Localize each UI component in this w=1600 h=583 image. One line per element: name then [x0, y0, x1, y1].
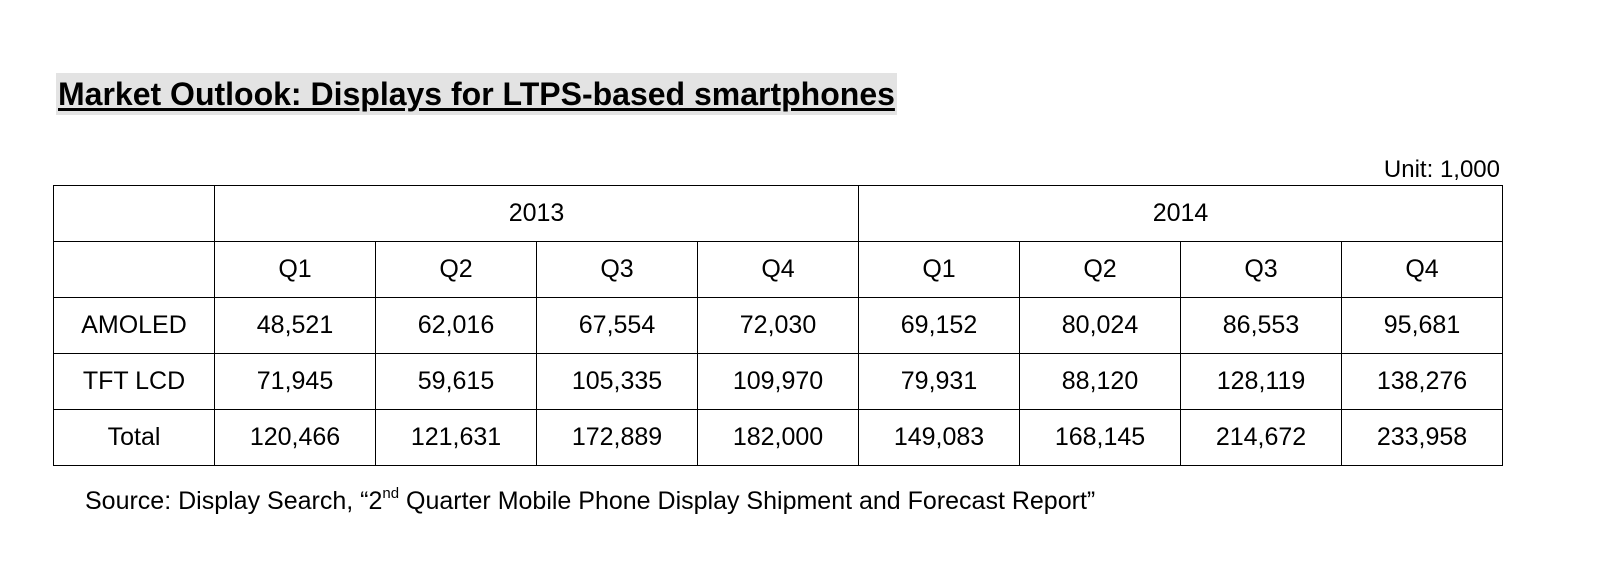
quarter-header: Q2 — [375, 241, 537, 298]
source-prefix: Source: Display Search, “2 — [85, 487, 383, 515]
table-cell: 71,945 — [214, 353, 376, 410]
table-cell: 48,521 — [214, 297, 376, 354]
year-header-2013: 2013 — [214, 185, 859, 242]
unit-label: Unit: 1,000 — [1383, 156, 1500, 183]
quarter-header: Q1 — [858, 241, 1020, 298]
table-cell: 121,631 — [375, 409, 537, 466]
table-cell: 67,554 — [536, 297, 698, 354]
table-cell: 233,958 — [1341, 409, 1503, 466]
quarter-header: Q3 — [1180, 241, 1342, 298]
table-cell: 120,466 — [214, 409, 376, 466]
source-superscript: nd — [382, 485, 400, 502]
table-cell: 86,553 — [1180, 297, 1342, 354]
quarter-header: Q1 — [214, 241, 376, 298]
table-cell: 72,030 — [697, 297, 859, 354]
table-cell: 138,276 — [1341, 353, 1503, 410]
year-header-2014: 2014 — [858, 185, 1503, 242]
year-header-row: 2013 2014 — [53, 185, 1503, 242]
table-cell: 79,931 — [858, 353, 1020, 410]
table-cell: 80,024 — [1019, 297, 1181, 354]
table-cell: 182,000 — [697, 409, 859, 466]
page-title: Market Outlook: Displays for LTPS-based … — [56, 73, 897, 115]
quarter-header: Q3 — [536, 241, 698, 298]
table-row-amoled: AMOLED 48,521 62,016 67,554 72,030 69,15… — [53, 297, 1503, 354]
quarter-header: Q4 — [697, 241, 859, 298]
quarter-header: Q4 — [1341, 241, 1503, 298]
table-cell: 128,119 — [1180, 353, 1342, 410]
table-cell: 149,083 — [858, 409, 1020, 466]
row-label: AMOLED — [53, 297, 215, 354]
table-cell: 59,615 — [375, 353, 537, 410]
quarter-header-row: Q1 Q2 Q3 Q4 Q1 Q2 Q3 Q4 — [53, 241, 1503, 298]
table-cell: 168,145 — [1019, 409, 1181, 466]
empty-corner-cell — [53, 241, 215, 298]
quarter-header: Q2 — [1019, 241, 1181, 298]
table-cell: 69,152 — [858, 297, 1020, 354]
table-row-tft-lcd: TFT LCD 71,945 59,615 105,335 109,970 79… — [53, 353, 1503, 410]
source-note: Source: Display Search, “2nd Quarter Mob… — [85, 484, 1095, 518]
table-cell: 95,681 — [1341, 297, 1503, 354]
table-row-total: Total 120,466 121,631 172,889 182,000 14… — [53, 409, 1503, 466]
table-cell: 88,120 — [1019, 353, 1181, 410]
row-label: Total — [53, 409, 215, 466]
table-cell: 62,016 — [375, 297, 537, 354]
table-cell: 172,889 — [536, 409, 698, 466]
market-outlook-table: 2013 2014 Q1 Q2 Q3 Q4 Q1 Q2 Q3 Q4 AMOLED… — [53, 185, 1503, 466]
table-cell: 109,970 — [697, 353, 859, 410]
table-cell: 105,335 — [536, 353, 698, 410]
source-suffix: Quarter Mobile Phone Display Shipment an… — [399, 487, 1096, 515]
empty-corner-cell — [53, 185, 215, 242]
row-label: TFT LCD — [53, 353, 215, 410]
table-cell: 214,672 — [1180, 409, 1342, 466]
